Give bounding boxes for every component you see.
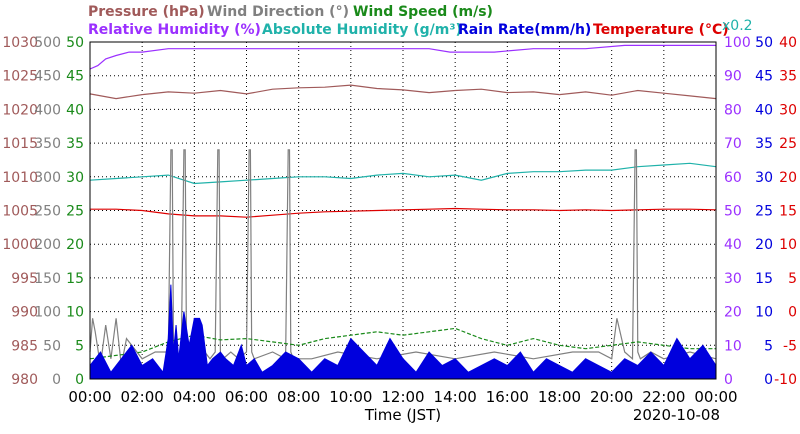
legend-temperature: Temperature (°C) xyxy=(593,22,729,38)
x-tick-label: 04:00 xyxy=(173,388,216,406)
y-tick-label: 5 xyxy=(75,338,84,354)
y-tick-label: 980 xyxy=(11,372,38,388)
y-tick-label: 0 xyxy=(764,372,773,388)
legend-pressure: Pressure (hPa) xyxy=(88,4,205,20)
y-tick-label: 250 xyxy=(34,204,61,220)
y-tick-label: 5 xyxy=(764,338,773,354)
y-tick-label: 1005 xyxy=(2,204,38,220)
x-tick-label: 20:00 xyxy=(590,388,633,406)
plot-frame xyxy=(89,41,717,380)
y-tick-label: 30 xyxy=(755,170,773,186)
date-label: 2020-10-08 xyxy=(633,406,720,424)
series-absolute-humidity-g-m xyxy=(89,162,717,185)
legend-wind-speed: Wind Speed (m/s) xyxy=(353,4,493,20)
y-tick-label: -10 xyxy=(774,372,797,388)
y-tick-label: 1030 xyxy=(2,35,38,51)
y-tick-label: 100 xyxy=(34,305,61,321)
x-tick-label: 02:00 xyxy=(121,388,164,406)
x-tick-label: 14:00 xyxy=(434,388,477,406)
x-tick-label: 10:00 xyxy=(329,388,372,406)
y-tick-label: 990 xyxy=(11,305,38,321)
y-tick-label: 300 xyxy=(34,170,61,186)
y-tick-label: 25 xyxy=(779,136,797,152)
legend-absolute-humidity: Absolute Humidity (g/m³) xyxy=(262,22,462,38)
y-tick-label: 500 xyxy=(34,35,61,51)
x-tick-label: 00:00 xyxy=(694,388,737,406)
y-tick-label: 30 xyxy=(66,170,84,186)
y-tick-label: 60 xyxy=(724,170,742,186)
y-tick-label: 40 xyxy=(724,237,742,253)
y-tick-label: 80 xyxy=(724,102,742,118)
y-tick-label: 20 xyxy=(724,305,742,321)
y-tick-label: 1015 xyxy=(2,136,38,152)
y-tick-label: 10 xyxy=(66,305,84,321)
y-tick-label: 40 xyxy=(779,35,797,51)
x-tick-label: 08:00 xyxy=(277,388,320,406)
y-tick-label: 200 xyxy=(34,237,61,253)
series-rain-rate xyxy=(89,284,717,380)
y-tick-label: 0 xyxy=(724,372,733,388)
y-tick-label: 40 xyxy=(66,102,84,118)
x-tick-label: 12:00 xyxy=(381,388,424,406)
y-tick-label: 15 xyxy=(779,204,797,220)
y-tick-label: 10 xyxy=(724,338,742,354)
y-tick-label: 30 xyxy=(724,271,742,287)
y-tick-label: 50 xyxy=(43,338,61,354)
y-tick-label: 20 xyxy=(66,237,84,253)
axis-ticks: 00:00 02:00 04:00 06:00 08:00 10:00 12:00 14:00… xyxy=(2,35,797,406)
y-tick-label: 70 xyxy=(724,136,742,152)
y-tick-label: 40 xyxy=(755,102,773,118)
y-tick-label: 350 xyxy=(34,136,61,152)
x-tick-label: 00:00 xyxy=(68,388,111,406)
x-tick-label: 06:00 xyxy=(225,388,268,406)
y-tick-label: 5 xyxy=(788,271,797,287)
y-tick-label: 0 xyxy=(75,372,84,388)
y-tick-label: 10 xyxy=(755,305,773,321)
series-temperature-c xyxy=(90,207,717,218)
y-tick-label: 20 xyxy=(779,170,797,186)
y-tick-label: 995 xyxy=(11,271,38,287)
y-tick-label: 35 xyxy=(755,136,773,152)
y-tick-label: 1020 xyxy=(2,102,38,118)
y-tick-label: 1000 xyxy=(2,237,38,253)
x-tick-label: 16:00 xyxy=(486,388,529,406)
x-axis-label: Time (JST) xyxy=(364,406,441,424)
y-tick-label: 1025 xyxy=(2,69,38,85)
y-tick-label: 45 xyxy=(66,69,84,85)
x-tick-label: 22:00 xyxy=(642,388,685,406)
y-tick-label: 50 xyxy=(724,204,742,220)
series-relative-humidity xyxy=(89,44,716,70)
y-tick-label: 45 xyxy=(755,69,773,85)
y-tick-label: 0 xyxy=(788,305,797,321)
legend-rain-rate: Rain Rate(mm/h) xyxy=(458,22,591,38)
y-tick-label: 400 xyxy=(34,102,61,118)
y-tick-label: 100 xyxy=(724,35,751,51)
series-pressure-hpa xyxy=(89,84,717,100)
y-tick-label: 450 xyxy=(34,69,61,85)
x-tick-label: 18:00 xyxy=(538,388,581,406)
y-tick-label: 90 xyxy=(724,69,742,85)
y-tick-label: 15 xyxy=(755,271,773,287)
y-tick-label: 35 xyxy=(66,136,84,152)
y-tick-label: 25 xyxy=(66,204,84,220)
y-tick-label: 35 xyxy=(779,69,797,85)
y-tick-label: 15 xyxy=(66,271,84,287)
legend-wind-direction: Wind Direction (°) xyxy=(207,4,349,20)
y-tick-label: 1010 xyxy=(2,170,38,186)
series-layer xyxy=(89,44,717,380)
series-wind-speed-m-s xyxy=(89,327,716,360)
abs-humidity-multiplier: x0.2 xyxy=(722,18,753,34)
legend-relative-humidity: Relative Humidity (%) xyxy=(88,22,261,38)
y-tick-label: 10 xyxy=(779,237,797,253)
y-tick-label: 20 xyxy=(755,237,773,253)
y-tick-label: 985 xyxy=(11,338,38,354)
y-tick-label: 0 xyxy=(52,372,61,388)
y-tick-label: 150 xyxy=(34,271,61,287)
y-tick-label: 50 xyxy=(66,35,84,51)
y-tick-label: 25 xyxy=(755,204,773,220)
y-tick-label: -5 xyxy=(783,338,797,354)
y-tick-label: 50 xyxy=(755,35,773,51)
y-tick-label: 30 xyxy=(779,102,797,118)
